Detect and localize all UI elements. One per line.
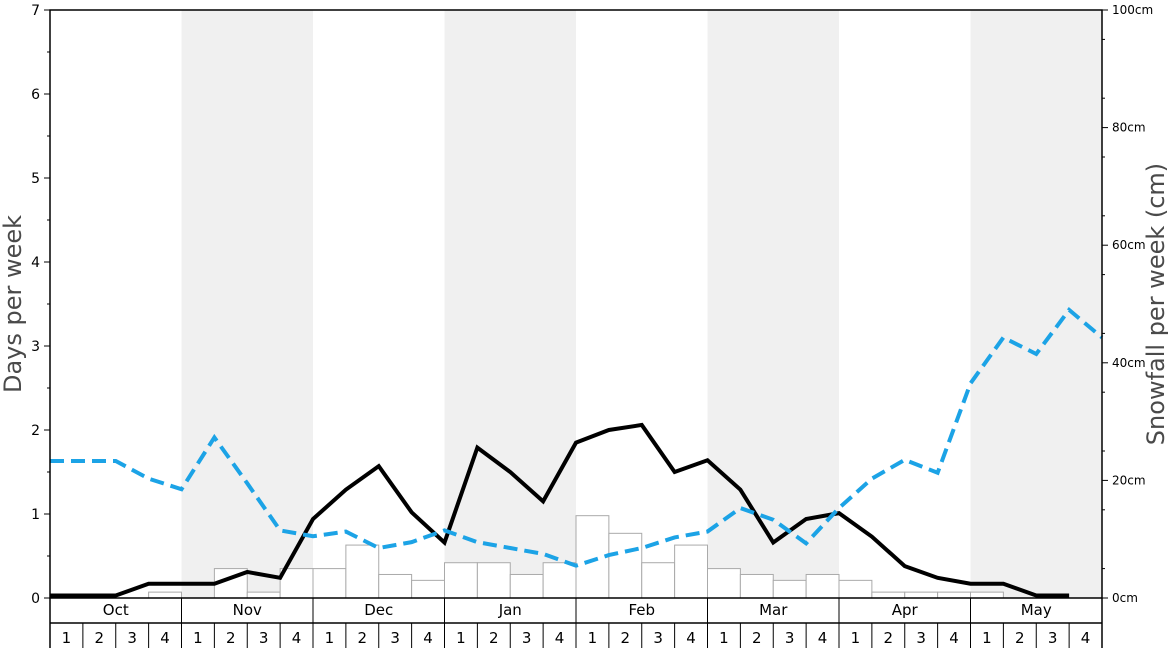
bar-14 bbox=[509, 573, 544, 599]
left-tick-label: 5 bbox=[31, 171, 40, 187]
week-label: 2 bbox=[489, 629, 499, 647]
week-label: 4 bbox=[1081, 629, 1091, 647]
bar-21 bbox=[739, 573, 774, 599]
week-label-row: 1 2 3 4 1 2 3 4 1 2 3 4 1 2 3 4 1 2 3 4 1 2 3 4 1 2 3 4 1 2 3 4 bbox=[62, 623, 1091, 648]
month-label-may: May bbox=[1021, 601, 1052, 619]
shade-mar bbox=[707, 10, 839, 598]
month-shading bbox=[181, 10, 1102, 598]
bar-15 bbox=[542, 562, 577, 599]
series-lines bbox=[50, 306, 1104, 598]
week-label: 1 bbox=[193, 629, 203, 647]
week-label: 1 bbox=[62, 629, 72, 647]
week-label: 4 bbox=[949, 629, 959, 647]
bar-23 bbox=[805, 573, 840, 599]
bar-17 bbox=[608, 532, 643, 599]
week-label: 4 bbox=[160, 629, 170, 647]
bar-10 bbox=[378, 573, 413, 599]
days-bars bbox=[148, 515, 1004, 599]
days-line bbox=[50, 422, 1070, 598]
right-tick-label: 20cm bbox=[1112, 473, 1146, 487]
right-tick-label: 100cm bbox=[1112, 3, 1153, 17]
right-tick-label: 0cm bbox=[1112, 591, 1138, 605]
week-label: 3 bbox=[127, 629, 137, 647]
week-label: 1 bbox=[719, 629, 729, 647]
bar-19 bbox=[674, 544, 708, 599]
shade-jan bbox=[444, 10, 576, 598]
right-axis: 0cm 20cm 40cm 60cm 80cm 100cm bbox=[1102, 3, 1153, 605]
bar-24 bbox=[838, 579, 873, 599]
left-axis: 0 1 2 3 4 5 6 7 bbox=[31, 3, 50, 607]
week-label: 3 bbox=[916, 629, 926, 647]
left-tick-label: 3 bbox=[31, 339, 40, 355]
bar-22 bbox=[772, 579, 807, 599]
month-label-nov: Nov bbox=[233, 601, 262, 619]
week-label: 1 bbox=[851, 629, 861, 647]
week-label: 3 bbox=[785, 629, 795, 647]
right-tick-label: 40cm bbox=[1112, 356, 1146, 370]
right-tick-label: 60cm bbox=[1112, 238, 1146, 252]
week-label: 2 bbox=[358, 629, 368, 647]
left-tick-label: 4 bbox=[31, 255, 40, 271]
snowfall-dashed-line bbox=[50, 306, 1104, 568]
month-label-row: Oct Nov Dec Jan Feb Mar Apr May bbox=[49, 598, 1103, 648]
bar-16 bbox=[575, 515, 610, 599]
month-label-jan: Jan bbox=[498, 601, 522, 619]
week-label: 3 bbox=[259, 629, 269, 647]
week-label: 1 bbox=[456, 629, 466, 647]
week-label: 1 bbox=[588, 629, 598, 647]
bar-28 bbox=[970, 591, 1004, 599]
bar-25 bbox=[871, 591, 906, 599]
bar-27 bbox=[937, 591, 971, 599]
month-label-mar: Mar bbox=[759, 601, 788, 619]
left-tick-label: 0 bbox=[31, 591, 40, 607]
month-label-feb: Feb bbox=[628, 601, 655, 619]
week-label: 3 bbox=[1048, 629, 1058, 647]
right-tick-label: 80cm bbox=[1112, 121, 1146, 135]
week-label: 4 bbox=[292, 629, 302, 647]
bar-8 bbox=[312, 568, 347, 599]
week-label: 3 bbox=[653, 629, 663, 647]
left-axis-title: Days per week bbox=[0, 215, 27, 393]
week-label: 2 bbox=[226, 629, 236, 647]
week-label: 2 bbox=[1015, 629, 1025, 647]
bar-12 bbox=[444, 562, 478, 599]
bar-9 bbox=[345, 544, 380, 599]
shade-nov bbox=[181, 10, 313, 598]
bar-20 bbox=[707, 568, 741, 599]
shade-may bbox=[970, 10, 1102, 598]
week-label: 1 bbox=[325, 629, 335, 647]
week-label: 4 bbox=[818, 629, 828, 647]
bar-13 bbox=[476, 562, 511, 599]
left-tick-label: 6 bbox=[31, 87, 40, 103]
month-label-oct: Oct bbox=[103, 601, 129, 619]
week-label: 4 bbox=[423, 629, 433, 647]
week-label: 2 bbox=[621, 629, 631, 647]
week-label: 2 bbox=[752, 629, 762, 647]
bar-26 bbox=[904, 591, 939, 599]
week-label: 2 bbox=[884, 629, 894, 647]
month-label-dec: Dec bbox=[364, 601, 393, 619]
bar-11 bbox=[411, 579, 445, 599]
week-label: 4 bbox=[686, 629, 696, 647]
bar-3 bbox=[148, 591, 182, 599]
left-tick-label: 1 bbox=[31, 507, 40, 523]
week-label: 3 bbox=[522, 629, 532, 647]
left-tick-label: 7 bbox=[31, 3, 40, 19]
right-axis-title: Snowfall per week (cm) bbox=[1142, 163, 1168, 445]
month-label-apr: Apr bbox=[892, 601, 919, 619]
left-tick-label: 2 bbox=[31, 423, 40, 439]
week-label: 4 bbox=[555, 629, 565, 647]
bar-18 bbox=[641, 562, 676, 599]
bar-6 bbox=[246, 591, 281, 599]
week-label: 1 bbox=[982, 629, 992, 647]
week-label: 3 bbox=[390, 629, 400, 647]
week-label: 2 bbox=[95, 629, 105, 647]
